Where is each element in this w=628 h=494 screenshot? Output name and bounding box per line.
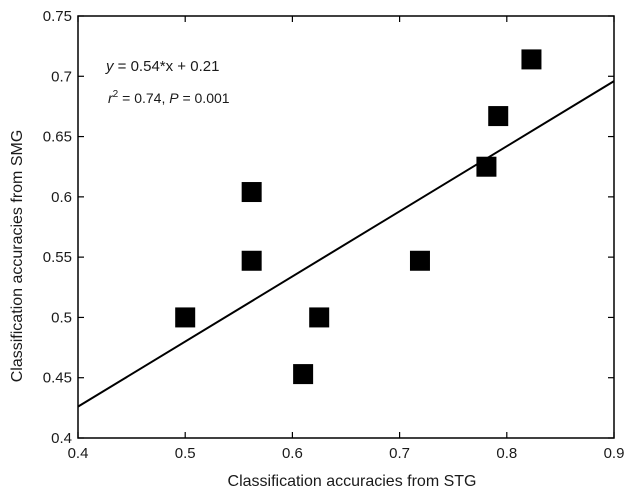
- x-tick-label: 0.5: [175, 445, 196, 462]
- data-point: [488, 106, 509, 127]
- axis-ticks: 0.4 0.5 0.6 0.7 0.8 0.9 0.4 0.45 0.5 0.55 0.6 0.65 0…: [43, 8, 625, 462]
- x-tick-label: 0.9: [604, 445, 625, 462]
- x-tick-label: 0.4: [68, 445, 89, 462]
- data-point: [241, 182, 262, 203]
- y-tick-label: 0.75: [43, 8, 72, 25]
- x-tick-label: 0.6: [282, 445, 303, 462]
- data-point: [521, 49, 542, 70]
- regression-line: [77, 80, 615, 408]
- y-tick-label: 0.55: [43, 249, 72, 266]
- equation-annotation: y = 0.54*x + 0.21: [105, 58, 219, 75]
- data-point: [175, 307, 196, 328]
- y-tick-label: 0.65: [43, 129, 72, 146]
- x-tick-label: 0.8: [496, 445, 517, 462]
- y-tick-label: 0.6: [51, 189, 72, 206]
- data-point: [293, 364, 314, 385]
- y-tick-label: 0.4: [51, 430, 72, 447]
- data-point: [409, 250, 430, 271]
- stats-annotation: r2 = 0.74, P = 0.001: [108, 89, 230, 106]
- y-axis-label: Classification accuracies from SMG: [9, 130, 26, 383]
- data-point: [309, 307, 330, 328]
- data-points: [175, 49, 542, 385]
- plot-frame: [77, 15, 615, 439]
- y-tick-label: 0.5: [51, 309, 72, 326]
- x-tick-label: 0.7: [389, 445, 410, 462]
- x-axis-label: Classification accuracies from STG: [228, 473, 477, 490]
- data-point: [241, 250, 262, 271]
- data-point: [476, 156, 497, 177]
- y-tick-label: 0.7: [51, 68, 72, 85]
- y-tick-label: 0.45: [43, 370, 72, 387]
